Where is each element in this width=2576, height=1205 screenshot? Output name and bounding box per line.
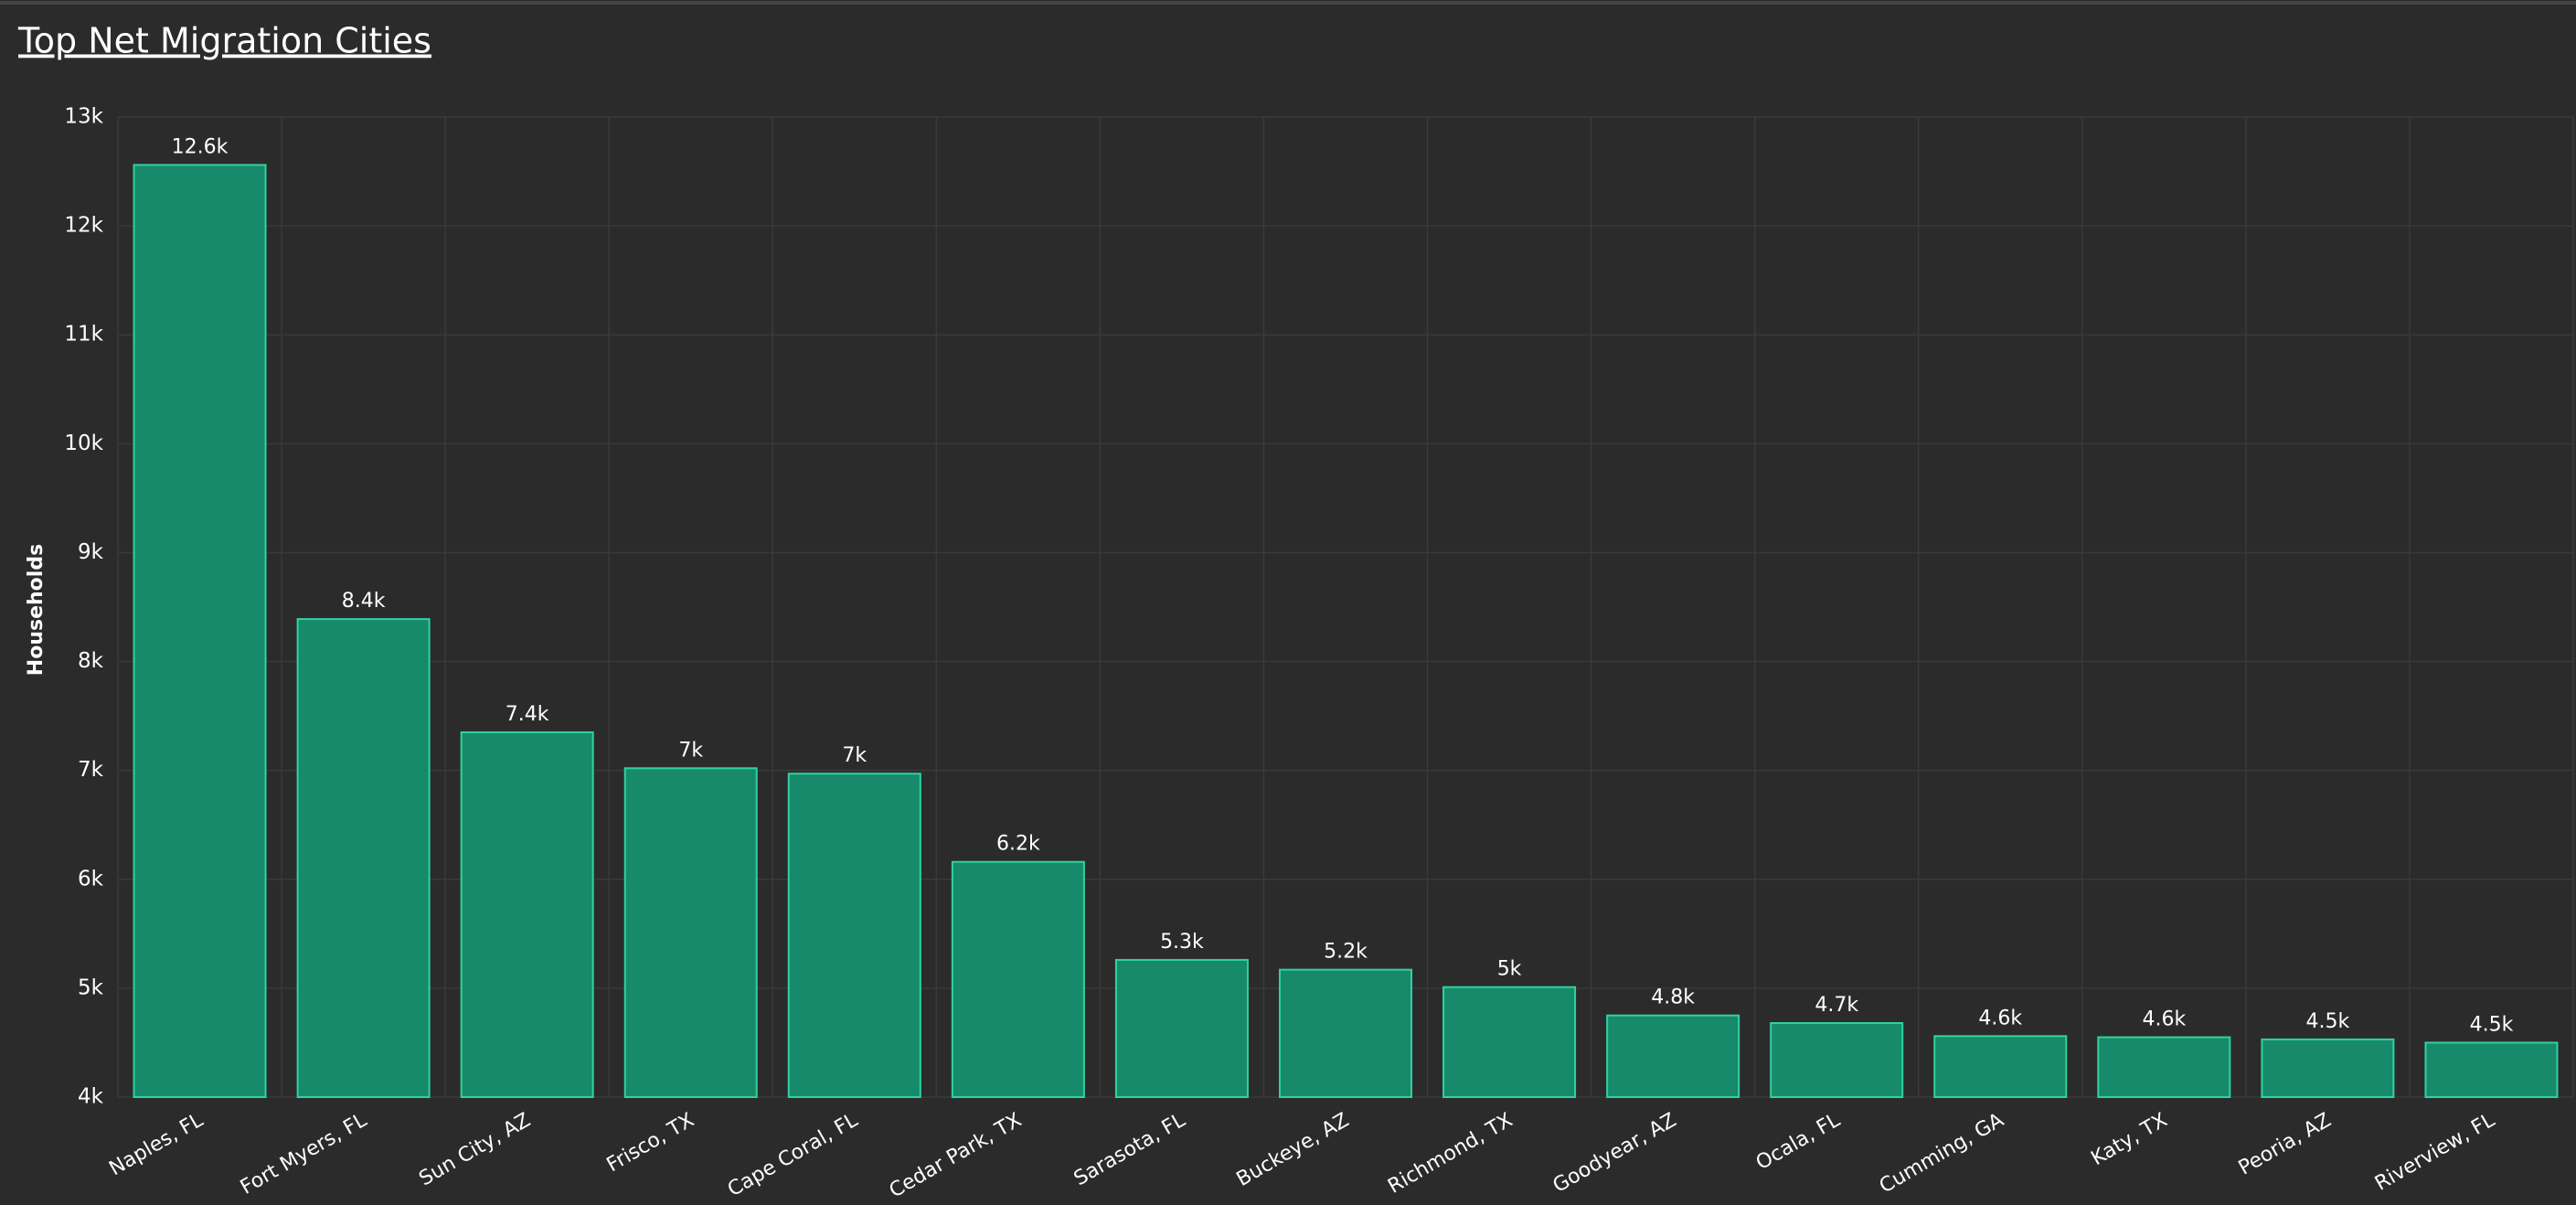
bar	[1442, 986, 1577, 1098]
bar	[2261, 1038, 2395, 1098]
bar	[787, 773, 921, 1098]
value-label: 4.6k	[2142, 1008, 2186, 1030]
value-label: 8.4k	[342, 590, 386, 613]
y-tick-label: 7k	[78, 758, 104, 782]
value-label: 4.8k	[1651, 986, 1695, 1009]
y-tick-label: 6k	[78, 867, 104, 890]
bar	[2097, 1036, 2231, 1098]
bar	[460, 730, 594, 1098]
y-tick-label: 13k	[64, 105, 103, 129]
bar	[1279, 968, 1412, 1099]
bar	[296, 618, 431, 1098]
bar	[1933, 1035, 2068, 1098]
y-tick-label: 5k	[78, 976, 104, 999]
value-label: 7k	[842, 744, 867, 767]
y-tick-label: 8k	[78, 649, 104, 673]
y-tick-label: 9k	[78, 540, 104, 564]
bar	[1606, 1014, 1740, 1098]
bar	[133, 164, 267, 1099]
value-label: 12.6k	[172, 135, 229, 158]
y-tick-label: 4k	[78, 1085, 104, 1109]
bar	[951, 860, 1085, 1098]
chart-title: Top Net Migration Cities	[17, 21, 431, 61]
bar	[2424, 1041, 2559, 1099]
y-tick-label: 10k	[64, 432, 103, 455]
value-label: 5.3k	[1160, 931, 1204, 954]
y-tick-label: 11k	[64, 323, 103, 347]
y-axis-label: Households	[25, 544, 48, 676]
value-label: 5.2k	[1324, 941, 1368, 964]
value-label: 4.7k	[1815, 994, 1858, 1017]
value-label: 4.5k	[2306, 1010, 2350, 1033]
y-tick-label: 12k	[64, 214, 103, 238]
value-label: 6.2k	[996, 833, 1040, 856]
bar	[623, 767, 758, 1098]
value-label: 5k	[1497, 958, 1522, 981]
bar	[1770, 1022, 1904, 1098]
value-label: 7k	[678, 739, 703, 762]
value-label: 4.6k	[1978, 1007, 2022, 1029]
bar	[1114, 958, 1249, 1099]
value-label: 7.4k	[506, 703, 549, 726]
value-label: 4.5k	[2470, 1013, 2514, 1036]
